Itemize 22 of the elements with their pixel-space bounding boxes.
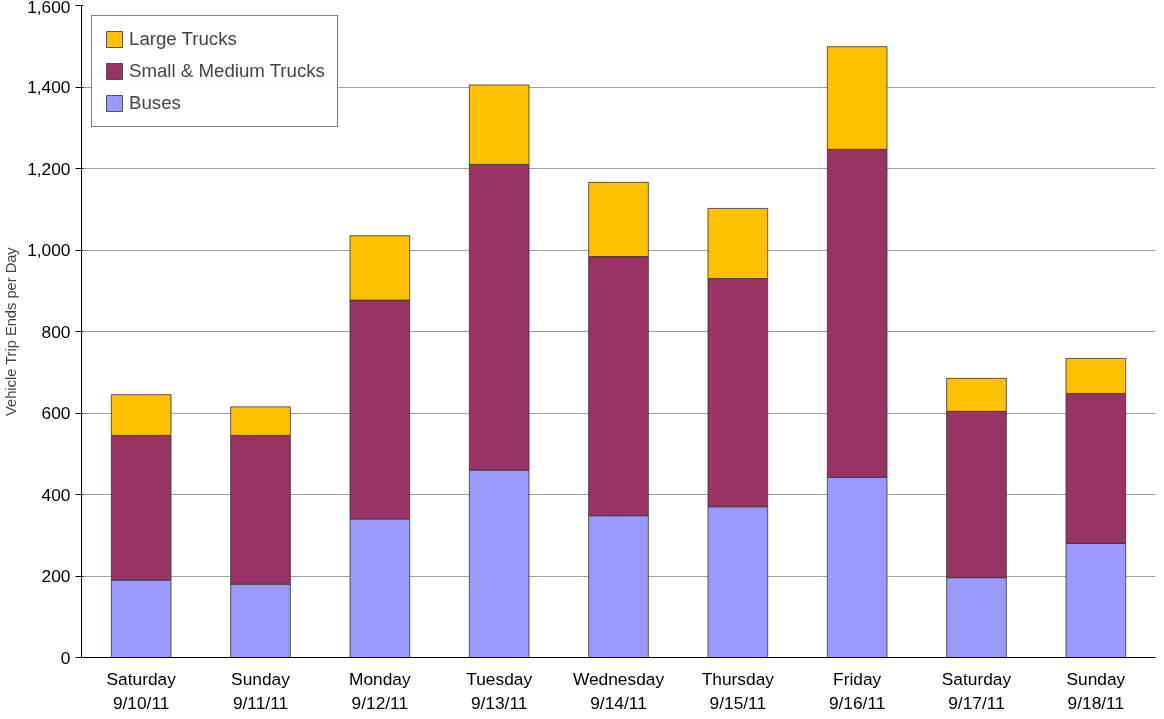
y-tick-label: 1,600 bbox=[27, 0, 71, 17]
legend-label: Large Trucks bbox=[129, 28, 237, 50]
y-tick-label: 1,000 bbox=[27, 240, 71, 260]
y-tick-label: 400 bbox=[41, 484, 71, 505]
y-tick-label: 200 bbox=[41, 566, 71, 586]
x-tick-label: Tuesday 9/13/11 bbox=[466, 668, 533, 713]
y-tick-label: 800 bbox=[41, 321, 71, 342]
x-tick-label: Monday 9/12/11 bbox=[349, 668, 411, 713]
x-tick-label: Saturday 9/17/11 bbox=[941, 668, 1012, 713]
y-tick-label: 600 bbox=[41, 403, 71, 423]
y-tick-label: 0 bbox=[60, 647, 71, 668]
x-tick-label: Saturday 9/10/11 bbox=[106, 668, 177, 713]
y-tick-label: 1,400 bbox=[27, 77, 71, 97]
x-tick-label: Friday 9/16/11 bbox=[828, 668, 886, 713]
legend-label: Buses bbox=[129, 92, 181, 114]
y-tick-label: 1,200 bbox=[27, 158, 71, 179]
x-tick-label: Sunday 9/18/11 bbox=[1066, 668, 1126, 713]
x-tick-label: Thursday 9/15/11 bbox=[701, 668, 775, 713]
y-axis-title: Vehicle Trip Ends per Day bbox=[3, 246, 20, 416]
x-tick-label: Sunday 9/11/11 bbox=[231, 668, 291, 713]
x-tick-label: Wednesday 9/14/11 bbox=[572, 668, 665, 713]
legend-label: Small & Medium Trucks bbox=[129, 60, 325, 82]
